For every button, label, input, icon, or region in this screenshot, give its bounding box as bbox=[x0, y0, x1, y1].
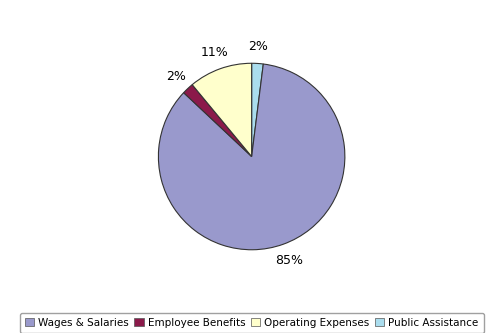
Text: 2%: 2% bbox=[248, 40, 269, 53]
Text: 11%: 11% bbox=[200, 47, 228, 60]
Text: 85%: 85% bbox=[275, 253, 303, 266]
Wedge shape bbox=[159, 64, 345, 250]
Wedge shape bbox=[184, 85, 252, 157]
Wedge shape bbox=[251, 63, 263, 157]
Legend: Wages & Salaries, Employee Benefits, Operating Expenses, Public Assistance: Wages & Salaries, Employee Benefits, Ope… bbox=[20, 313, 484, 333]
Wedge shape bbox=[192, 63, 252, 157]
Text: 2%: 2% bbox=[166, 70, 186, 83]
